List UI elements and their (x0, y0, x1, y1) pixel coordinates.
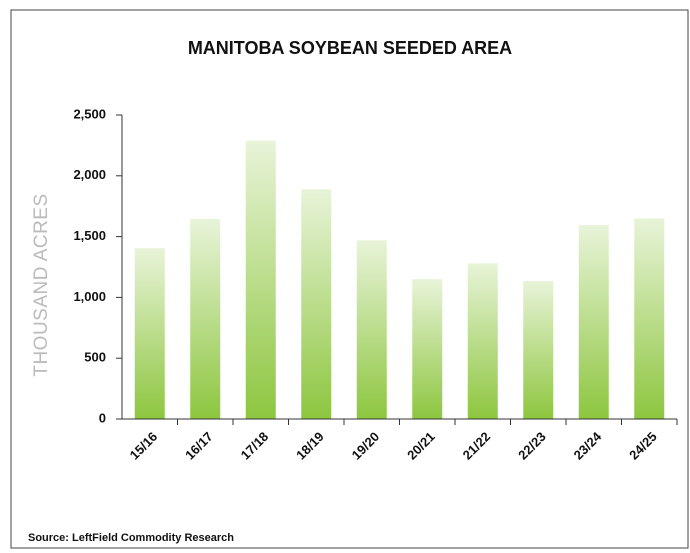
bar (190, 218, 221, 419)
chart-title: MANITOBA SOYBEAN SEEDED AREA (188, 38, 512, 58)
y-axis-label: THOUSAND ACRES (31, 193, 52, 376)
x-tick-label: 17/18 (238, 429, 272, 463)
x-tick-label: 22/23 (515, 429, 549, 463)
x-tick-label: 15/16 (127, 429, 161, 463)
bar (245, 140, 276, 419)
y-tick-label: 2,500 (73, 106, 106, 121)
bar (134, 248, 165, 419)
y-tick-label: 500 (84, 350, 106, 365)
x-tick-label: 21/22 (460, 429, 494, 463)
y-tick-label: 1,000 (73, 289, 106, 304)
bar (467, 263, 498, 419)
bar (356, 240, 387, 419)
x-tick-label: 19/20 (349, 429, 383, 463)
bar (301, 189, 332, 419)
x-tick-label: 24/25 (626, 429, 660, 463)
x-tick-label: 20/21 (404, 429, 438, 463)
bar (523, 280, 554, 419)
x-tick-label: 16/17 (182, 429, 216, 463)
bar (412, 279, 443, 419)
y-tick-label: 0 (99, 410, 106, 425)
bar (634, 218, 665, 419)
x-tick-label: 18/19 (293, 429, 327, 463)
x-tick-label: 23/24 (571, 428, 605, 462)
y-tick-label: 1,500 (73, 228, 106, 243)
frame (10, 9, 689, 549)
source-note: Source: LeftField Commodity Research (28, 532, 234, 544)
bar (578, 225, 609, 419)
y-tick-label: 2,000 (73, 167, 106, 182)
